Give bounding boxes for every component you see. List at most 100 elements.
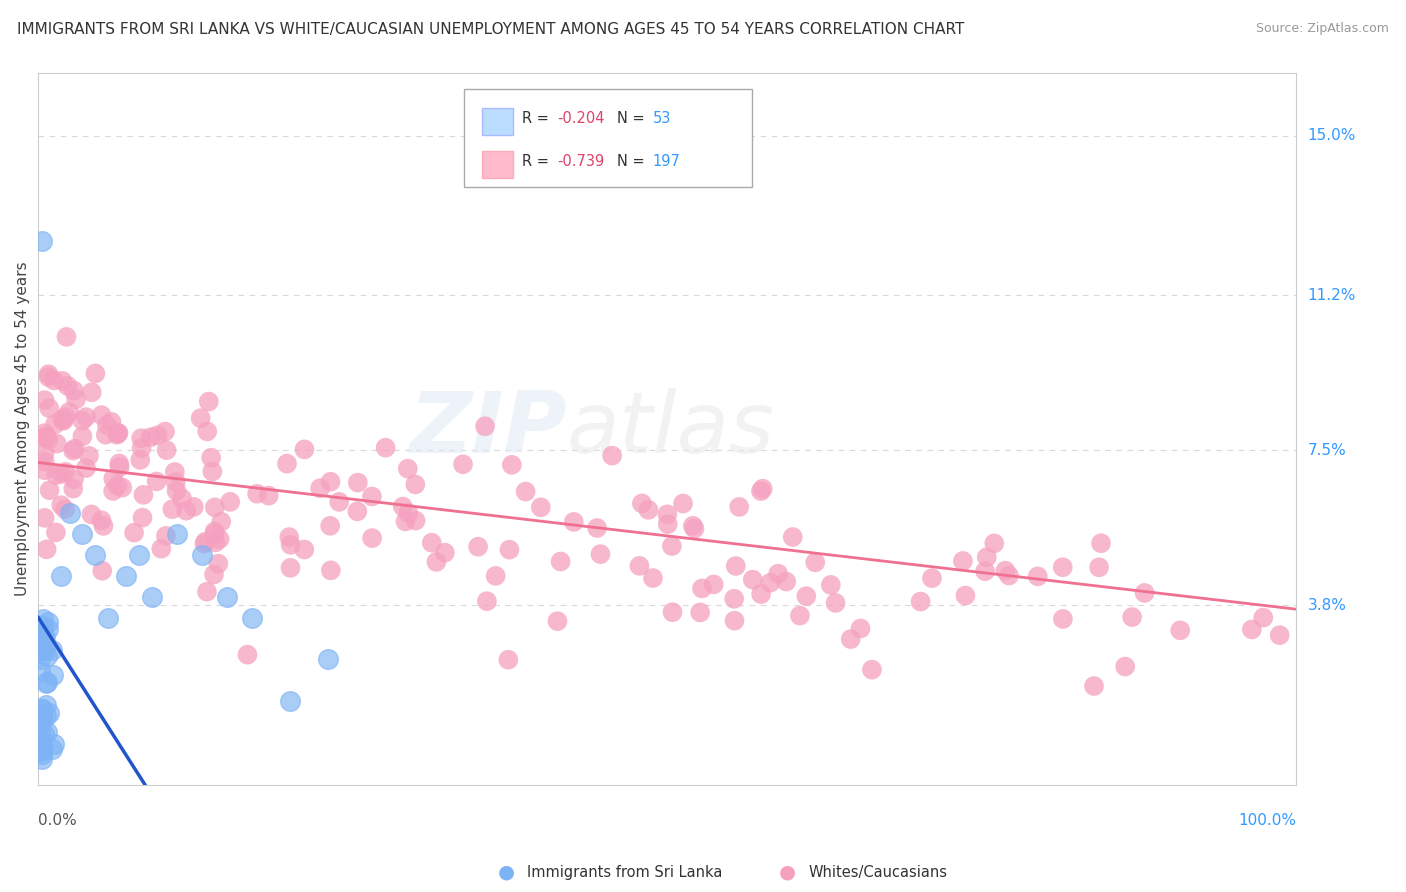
Text: ZIP: ZIP xyxy=(409,387,567,471)
Text: Immigrants from Sri Lanka: Immigrants from Sri Lanka xyxy=(527,865,723,880)
Point xyxy=(53,502,76,516)
Point xyxy=(41,742,63,756)
Point xyxy=(672,496,695,510)
Point xyxy=(30,635,52,649)
Point xyxy=(319,518,342,533)
Point xyxy=(657,517,679,532)
Point xyxy=(207,557,229,571)
Point xyxy=(1251,610,1274,624)
Point xyxy=(657,508,679,522)
Point xyxy=(34,643,56,657)
Point xyxy=(600,449,623,463)
Point xyxy=(1052,612,1074,626)
Point xyxy=(35,542,58,557)
Point xyxy=(433,546,456,560)
Point xyxy=(1240,623,1263,637)
Point xyxy=(108,457,131,471)
Point xyxy=(641,571,664,585)
Point xyxy=(749,484,772,499)
Point xyxy=(90,513,112,527)
Point xyxy=(921,571,943,585)
Point xyxy=(166,483,188,498)
Text: ●: ● xyxy=(498,863,515,882)
Point xyxy=(96,610,118,624)
Text: 197: 197 xyxy=(652,154,681,169)
Point xyxy=(759,575,782,590)
Point xyxy=(72,526,94,541)
Point xyxy=(155,529,177,543)
Point xyxy=(75,461,97,475)
Point xyxy=(955,589,977,603)
Point xyxy=(153,425,176,439)
Point xyxy=(32,612,55,626)
Point xyxy=(631,496,654,510)
Point xyxy=(236,648,259,662)
Point xyxy=(215,590,238,604)
Point xyxy=(474,419,496,434)
Point xyxy=(820,578,842,592)
Point xyxy=(775,574,797,589)
Point xyxy=(208,532,231,546)
Point xyxy=(38,368,60,382)
Point xyxy=(789,608,811,623)
Point xyxy=(485,569,508,583)
Point xyxy=(166,526,188,541)
Point xyxy=(195,425,218,439)
Point xyxy=(391,500,413,514)
Text: 3.8%: 3.8% xyxy=(1308,598,1347,613)
Text: Source: ZipAtlas.com: Source: ZipAtlas.com xyxy=(1256,22,1389,36)
Point xyxy=(690,582,713,596)
Text: R =: R = xyxy=(522,154,553,169)
Point xyxy=(93,519,115,533)
Y-axis label: Unemployment Among Ages 45 to 54 years: Unemployment Among Ages 45 to 54 years xyxy=(15,261,30,597)
Point xyxy=(75,410,97,425)
Point xyxy=(974,564,997,578)
Point xyxy=(661,605,683,619)
Point xyxy=(162,502,184,516)
Text: 53: 53 xyxy=(652,112,671,126)
Point xyxy=(319,563,342,577)
Point xyxy=(361,490,384,504)
Point xyxy=(204,535,226,549)
Point xyxy=(546,614,568,628)
Point xyxy=(530,500,553,515)
Point xyxy=(910,594,932,608)
Point xyxy=(45,436,67,450)
Point xyxy=(53,465,76,479)
Point xyxy=(38,483,60,498)
Point xyxy=(94,427,117,442)
Point xyxy=(204,500,226,515)
Point xyxy=(28,733,51,747)
Point xyxy=(28,639,51,653)
Point xyxy=(80,508,103,522)
Point xyxy=(1114,659,1136,673)
Point xyxy=(1088,560,1111,574)
Text: IMMIGRANTS FROM SRI LANKA VS WHITE/CAUCASIAN UNEMPLOYMENT AMONG AGES 45 TO 54 YE: IMMIGRANTS FROM SRI LANKA VS WHITE/CAUCA… xyxy=(17,22,965,37)
Point xyxy=(467,540,489,554)
Point xyxy=(128,548,150,562)
Point xyxy=(41,642,63,657)
Text: N =: N = xyxy=(617,112,650,126)
Point xyxy=(35,649,58,664)
Point xyxy=(1026,569,1049,583)
Text: -0.204: -0.204 xyxy=(557,112,605,126)
Point xyxy=(204,526,226,541)
Point xyxy=(72,414,94,428)
Point xyxy=(766,566,789,581)
Point xyxy=(129,453,152,467)
Point xyxy=(131,510,153,524)
Point xyxy=(145,475,167,489)
Point xyxy=(80,385,103,400)
Point xyxy=(280,538,302,552)
Point xyxy=(294,442,316,457)
Point xyxy=(32,619,55,633)
Text: N =: N = xyxy=(617,154,650,169)
Point xyxy=(32,625,55,640)
Point xyxy=(56,379,79,393)
Point xyxy=(1168,624,1191,638)
Point xyxy=(31,702,53,716)
Point xyxy=(689,606,711,620)
Point xyxy=(860,663,883,677)
Point xyxy=(31,234,53,248)
Point xyxy=(62,443,84,458)
